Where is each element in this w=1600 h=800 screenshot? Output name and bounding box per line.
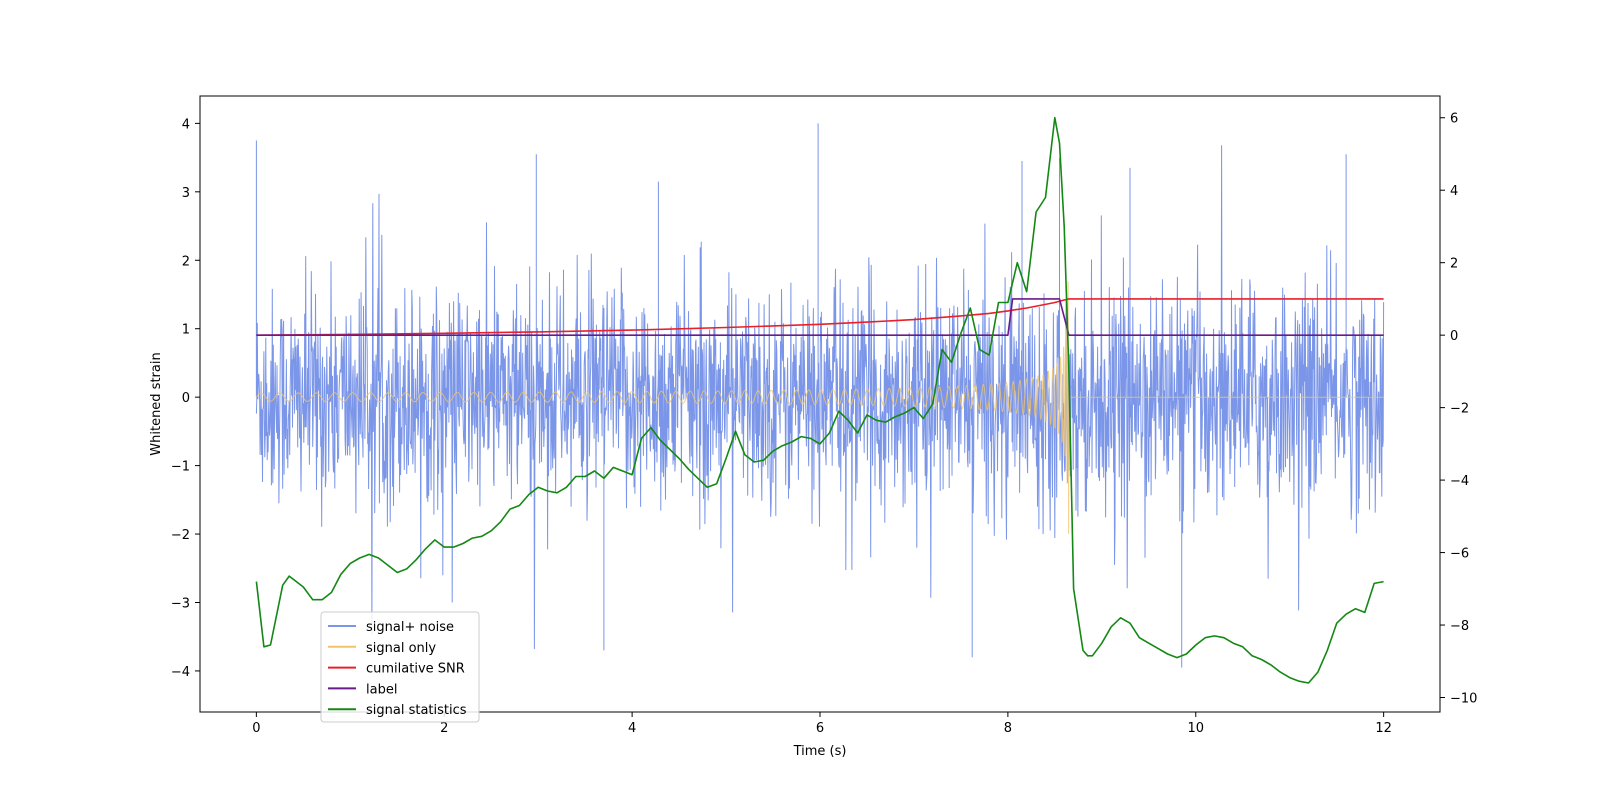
series-label-line xyxy=(256,298,1384,336)
legend-entry-label: signal statistics xyxy=(366,703,467,718)
x-tick-label: 12 xyxy=(1375,721,1392,736)
legend-entry-label: signal only xyxy=(366,641,436,656)
y-tick-label: 0 xyxy=(182,391,190,406)
y-tick-label: 4 xyxy=(182,117,190,132)
y-right-tick-label: −6 xyxy=(1450,547,1469,562)
y-right-tick-label: −8 xyxy=(1450,619,1469,634)
y-tick-label: 2 xyxy=(182,254,190,269)
y-right-tick-label: −10 xyxy=(1450,692,1477,707)
x-tick-label: 10 xyxy=(1187,721,1204,736)
y-right-tick-label: 0 xyxy=(1450,329,1458,344)
legend-box xyxy=(320,611,480,723)
y-right-tick-label: 6 xyxy=(1450,112,1458,127)
series-signal-only-line xyxy=(255,281,1384,535)
y-tick-label: −1 xyxy=(171,460,190,475)
x-tick-label: 0 xyxy=(252,721,260,736)
x-tick-label: 6 xyxy=(816,721,824,736)
y-right-tick-label: 2 xyxy=(1450,257,1458,272)
x-tick-label: 2 xyxy=(440,721,448,736)
x-tick-label: 4 xyxy=(628,721,636,736)
series-cumilative-snr-line xyxy=(256,298,1384,336)
legend-entry-label: label xyxy=(366,682,397,697)
y-axis-ticks-right: −10 −8 −6 −4 −2 0 2 4 6 xyxy=(1440,112,1477,707)
y-axis-label: Whitened strain xyxy=(149,352,164,455)
y-right-tick-label: 4 xyxy=(1450,184,1458,199)
x-axis-label: Time (s) xyxy=(793,744,847,759)
legend-entry-label: cumilative SNR xyxy=(366,662,465,677)
y-tick-label: 1 xyxy=(182,323,190,338)
legend: signal+ noise signal only cumilative SNR la… xyxy=(320,611,480,723)
legend-entry-label: signal+ noise xyxy=(366,620,454,635)
y-tick-label: 3 xyxy=(182,186,190,201)
y-tick-label: −2 xyxy=(171,528,190,543)
x-axis-ticks: 0 2 4 6 8 10 12 xyxy=(252,712,1392,736)
plot-layer xyxy=(255,116,1385,684)
y-axis-ticks-left: −4 −3 −2 −1 0 1 2 3 4 xyxy=(171,117,200,680)
x-tick-label: 8 xyxy=(1004,721,1012,736)
y-right-tick-label: −2 xyxy=(1450,402,1469,417)
series-signal-statistics-line xyxy=(255,116,1384,684)
y-tick-label: −4 xyxy=(171,665,190,680)
y-right-tick-label: −4 xyxy=(1450,474,1469,489)
y-tick-label: −3 xyxy=(171,596,190,611)
